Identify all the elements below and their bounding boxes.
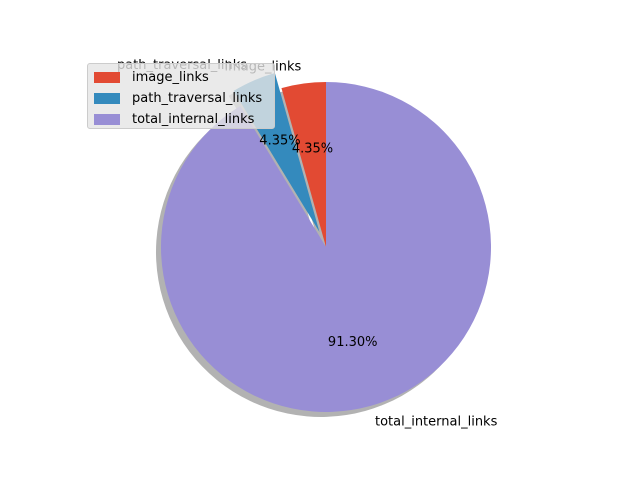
legend-item: path_traversal_links bbox=[94, 88, 268, 109]
legend-label: total_internal_links bbox=[132, 112, 255, 127]
legend-swatch bbox=[94, 72, 120, 83]
legend-label: path_traversal_links bbox=[132, 91, 263, 106]
pie-pct-label-path-traversal-links: 4.35% bbox=[259, 134, 300, 149]
legend-swatch bbox=[94, 114, 120, 125]
legend: image_links path_traversal_links total_i… bbox=[87, 63, 275, 129]
legend-swatch bbox=[94, 93, 120, 104]
legend-label: image_links bbox=[132, 70, 209, 85]
pie-category-label-total-internal-links: total_internal_links bbox=[375, 414, 498, 429]
legend-item: image_links bbox=[94, 67, 268, 88]
legend-item: total_internal_links bbox=[94, 109, 268, 130]
pie-slice-total-internal-links bbox=[160, 82, 491, 412]
pie-slice-image-links bbox=[281, 82, 326, 247]
pie-slice-layer bbox=[160, 72, 491, 412]
pie-pct-label-image-links: 4.35% bbox=[292, 141, 333, 156]
pie-pct-label-total-internal-links: 91.30% bbox=[328, 335, 378, 350]
